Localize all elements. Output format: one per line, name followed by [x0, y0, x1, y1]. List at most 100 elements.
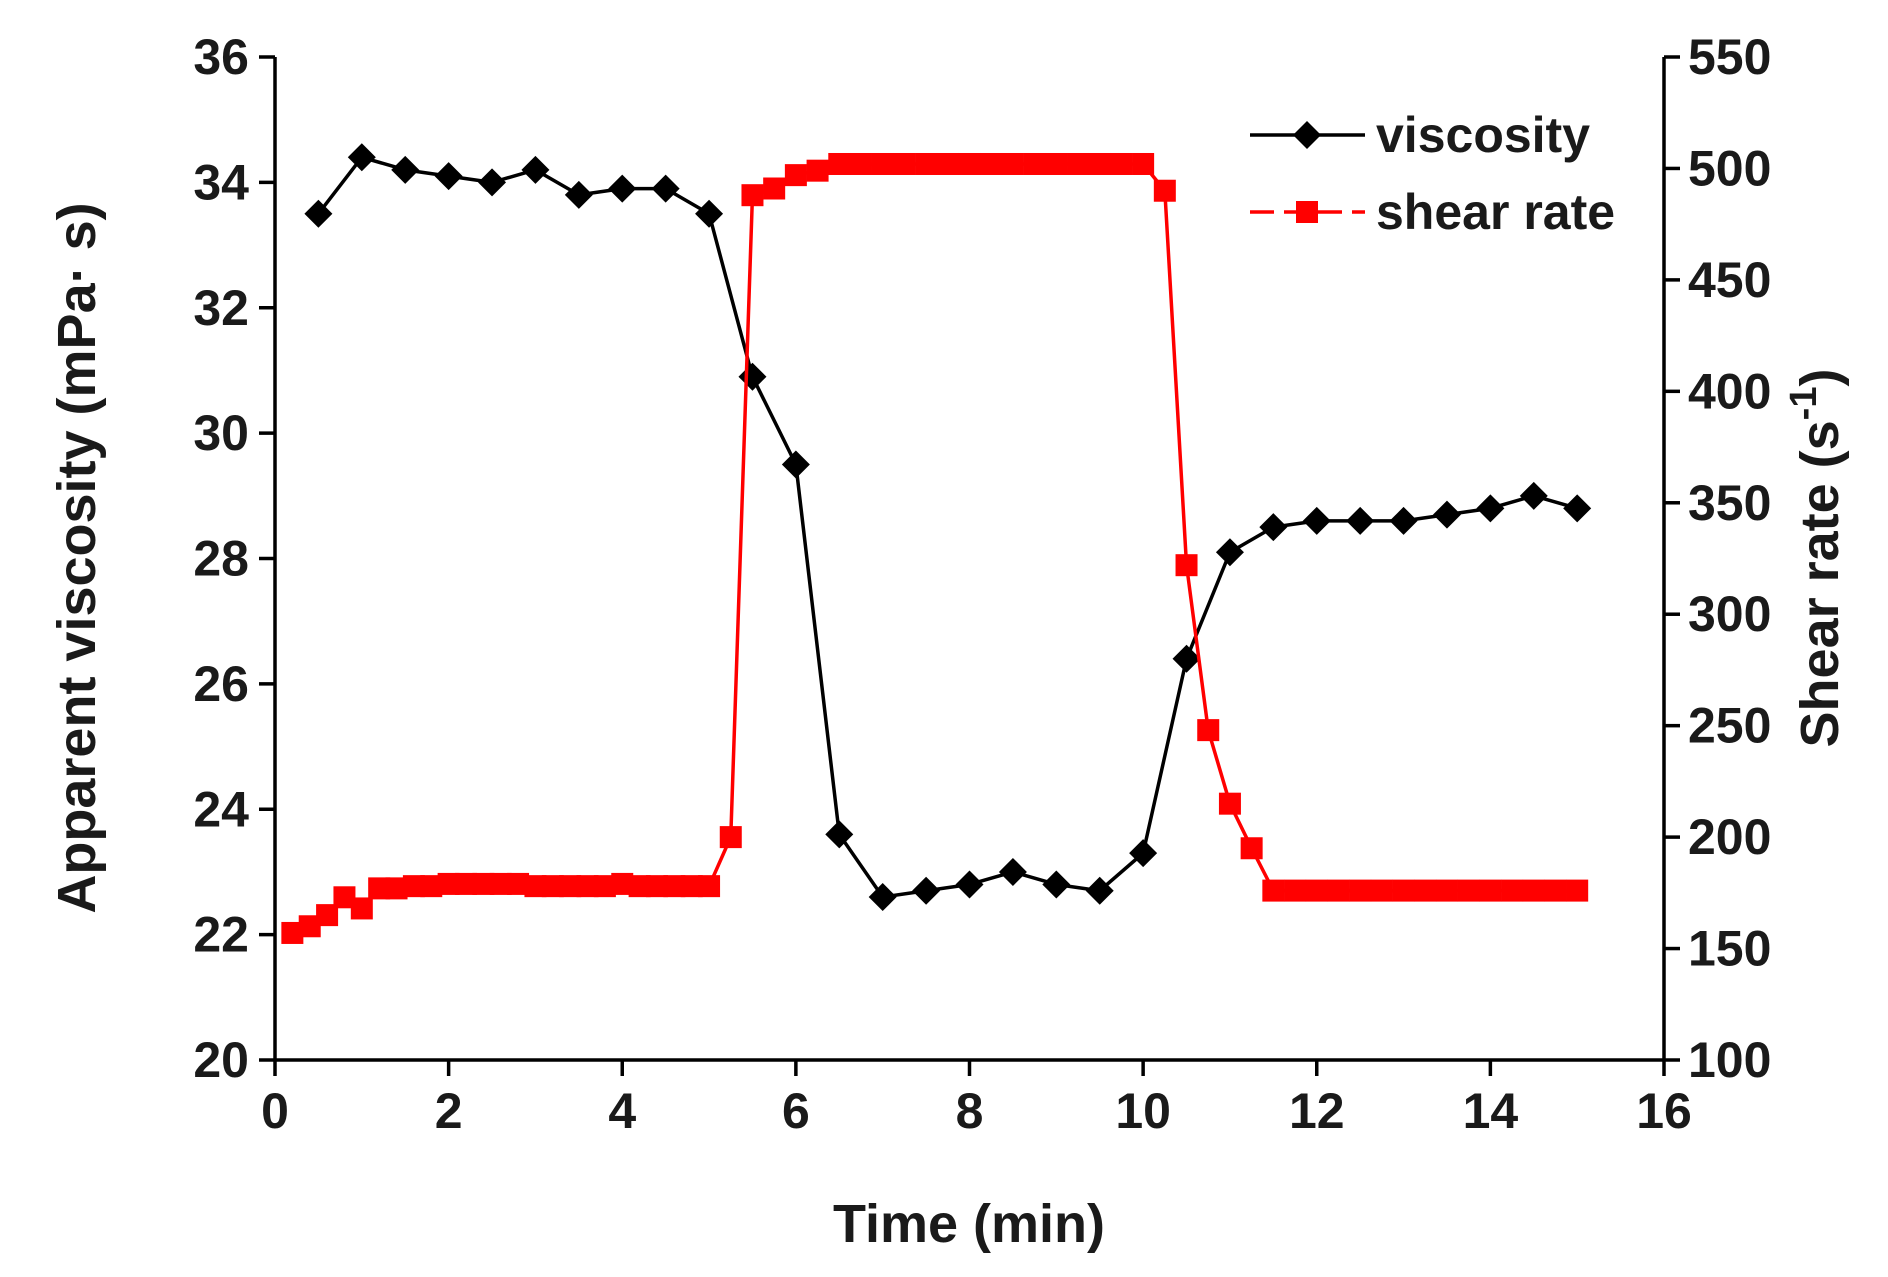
shear-rate-point: [350, 897, 373, 920]
viscosity-point: [521, 155, 550, 184]
shear-rate-series-line: [291, 162, 1578, 935]
legend-viscosity-label: viscosity: [1376, 107, 1590, 163]
shear-rate-point: [611, 872, 634, 895]
shear-rate-point: [980, 152, 1003, 175]
viscosity-point: [1519, 481, 1548, 510]
shear-rate-point: [871, 152, 894, 175]
shear-rate-point: [828, 152, 851, 175]
shear-rate-point: [1435, 879, 1458, 902]
shear-rate-point: [645, 875, 668, 898]
legend-shear-rate-label: shear rate: [1376, 184, 1615, 240]
shear-rate-point: [936, 152, 959, 175]
viscosity-point: [478, 168, 507, 197]
viscosity-point: [1129, 839, 1158, 868]
x-tick-label: 2: [435, 1083, 463, 1139]
right-y-tick-label: 350: [1688, 475, 1771, 531]
shear-rate-point: [1305, 879, 1328, 902]
viscosity-point: [825, 820, 854, 849]
shear-rate-point: [958, 152, 981, 175]
shear-rate-point: [1392, 879, 1415, 902]
shear-rate-point: [541, 875, 564, 898]
shear-rate-point: [385, 877, 408, 900]
shear-rate-point: [1132, 152, 1155, 175]
shear-rate-point: [719, 826, 742, 849]
x-tick-label: 10: [1115, 1083, 1171, 1139]
x-tick-label: 16: [1636, 1083, 1692, 1139]
shear-rate-point: [454, 872, 477, 895]
shear-rate-point: [628, 875, 651, 898]
shear-rate-point: [281, 921, 304, 944]
shear-rate-point: [1544, 879, 1567, 902]
shear-rate-point: [524, 875, 547, 898]
shear-rate-point: [559, 875, 582, 898]
right-y-tick-label: 200: [1688, 809, 1771, 865]
viscosity-point: [738, 362, 767, 391]
viscosity-point: [1259, 513, 1288, 542]
shear-rate-point: [849, 152, 872, 175]
right-y-tick-label: 100: [1688, 1032, 1771, 1088]
shear-rate-point: [472, 872, 495, 895]
shear-rate-point: [576, 875, 599, 898]
shear-rate-point: [763, 177, 786, 200]
legend-viscosity-marker: [1293, 121, 1321, 149]
shear-rate-point: [915, 152, 938, 175]
right-y-axis-title-superscript: -1: [1783, 387, 1825, 421]
viscosity-point: [1476, 494, 1505, 523]
viscosity-point: [1563, 494, 1592, 523]
shear-rate-point: [1284, 879, 1307, 902]
viscosity-point: [391, 155, 420, 184]
shear-rate-point: [1327, 879, 1350, 902]
shear-rate-point: [333, 886, 356, 909]
shear-rate-point: [1218, 792, 1241, 815]
shear-rate-point: [1045, 152, 1068, 175]
viscosity-point: [912, 876, 941, 905]
shear-rate-point: [1457, 879, 1480, 902]
right-y-tick-label: 550: [1688, 29, 1771, 85]
viscosity-point: [651, 174, 680, 203]
legend: viscosity shear rate: [1250, 107, 1615, 240]
right-y-tick-label: 450: [1688, 252, 1771, 308]
series-layer: [281, 143, 1592, 944]
x-tick-label: 14: [1463, 1083, 1519, 1139]
shear-rate-point: [1501, 879, 1524, 902]
shear-rate-point: [1349, 879, 1372, 902]
viscosity-point: [347, 143, 376, 172]
shear-rate-point: [316, 904, 339, 927]
shear-rate-point: [680, 875, 703, 898]
viscosity-point: [1389, 506, 1418, 535]
x-tick-label: 8: [956, 1083, 984, 1139]
viscosity-point: [608, 174, 637, 203]
viscosity-point: [1432, 500, 1461, 529]
shear-rate-point: [1110, 152, 1133, 175]
shear-rate-point: [1262, 879, 1285, 902]
right-y-tick-label: 400: [1688, 363, 1771, 419]
right-y-tick-label: 500: [1688, 140, 1771, 196]
shear-rate-point: [893, 152, 916, 175]
left-y-tick-label: 34: [193, 154, 249, 210]
viscosity-point: [955, 870, 984, 899]
viscosity-point: [1085, 876, 1114, 905]
shear-rate-point: [1001, 152, 1024, 175]
viscosity-point: [434, 162, 463, 191]
shear-rate-point: [663, 875, 686, 898]
shear-rate-point: [741, 184, 764, 207]
left-y-axis-ticks: 20 22 24 26 28 30 32 34 36: [193, 29, 275, 1088]
viscosity-point: [781, 450, 810, 479]
left-y-tick-label: 26: [193, 656, 249, 712]
shear-rate-point: [1067, 152, 1090, 175]
x-tick-label: 6: [782, 1083, 810, 1139]
viscosity-point: [1302, 506, 1331, 535]
shear-rate-point: [1153, 179, 1176, 202]
viscosity-point: [304, 199, 333, 228]
shear-rate-point: [1197, 719, 1220, 742]
left-y-tick-label: 28: [193, 531, 249, 587]
right-y-tick-label: 150: [1688, 921, 1771, 977]
shear-rate-point: [1088, 152, 1111, 175]
left-y-tick-label: 32: [193, 280, 249, 336]
viscosity-point: [1215, 538, 1244, 567]
shear-rate-point: [437, 872, 460, 895]
shear-rate-point: [1240, 837, 1263, 860]
shear-rate-point: [402, 875, 425, 898]
legend-shear-rate-marker: [1296, 201, 1318, 223]
